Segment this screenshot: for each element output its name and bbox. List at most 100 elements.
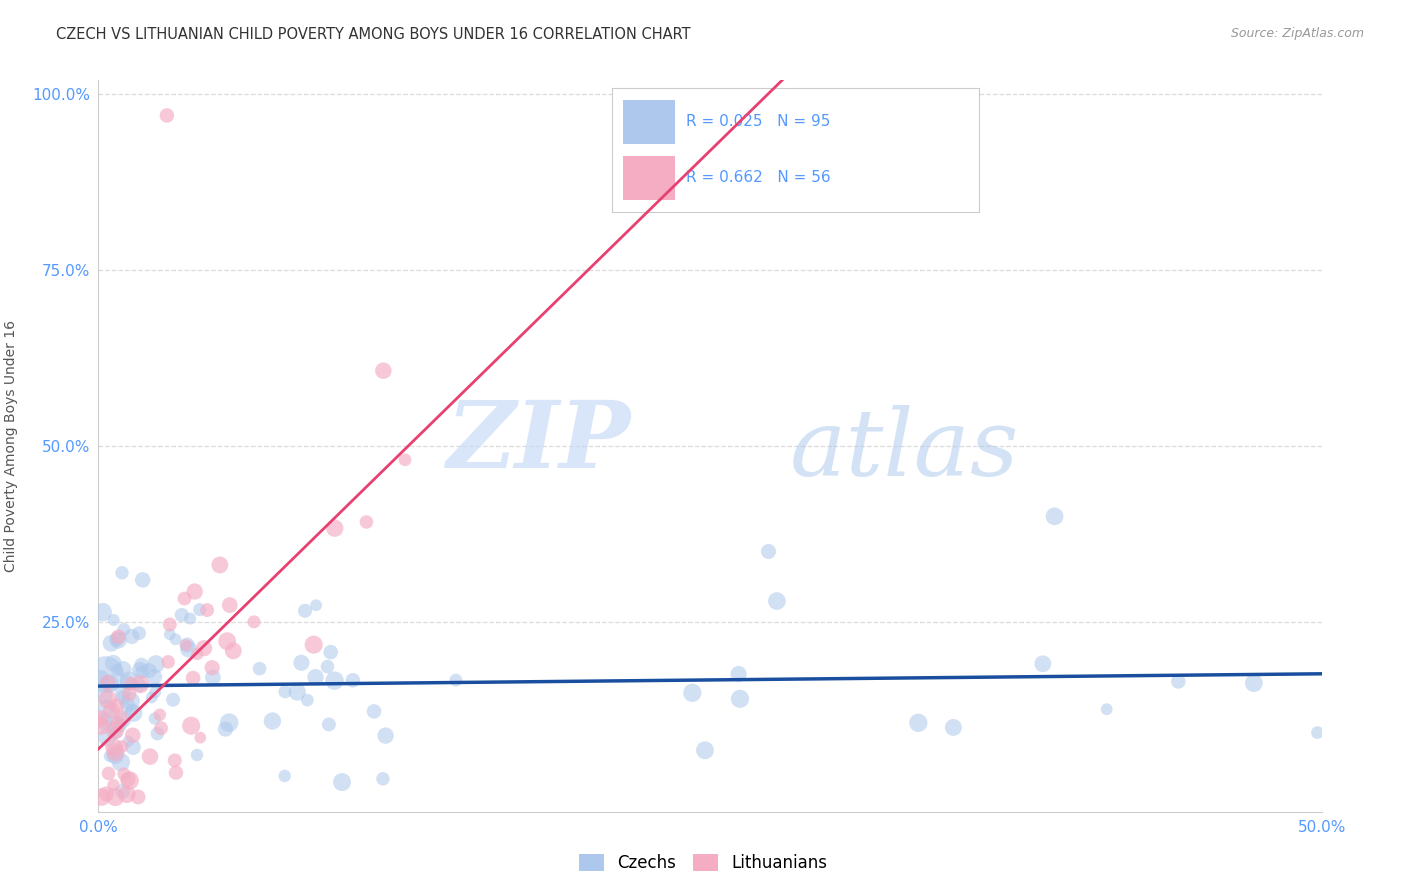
Point	[1032, 657, 1054, 671]
Point	[157, 655, 180, 669]
Y-axis label: Child Poverty Among Boys Under 16: Child Poverty Among Boys Under 16	[4, 320, 18, 572]
Point	[285, 685, 308, 699]
Point	[112, 623, 135, 637]
Point	[177, 642, 200, 657]
Point	[100, 636, 122, 650]
Point	[1243, 676, 1265, 690]
Point	[214, 722, 236, 736]
Point	[323, 673, 346, 688]
Point	[117, 698, 139, 712]
Point	[121, 728, 143, 742]
Point	[112, 767, 135, 781]
Point	[120, 694, 142, 708]
Point	[201, 660, 224, 674]
Point	[122, 706, 145, 720]
Point	[371, 772, 394, 786]
Point	[305, 599, 328, 613]
Point	[727, 667, 749, 681]
Point	[193, 641, 215, 656]
Point	[186, 747, 208, 762]
Point	[103, 740, 125, 755]
Point	[249, 662, 271, 676]
Point	[96, 731, 118, 745]
Point	[766, 594, 789, 608]
Point	[121, 703, 143, 717]
Point	[132, 573, 155, 587]
Point	[319, 645, 342, 659]
Point	[302, 638, 325, 652]
Point	[111, 566, 134, 580]
Point	[342, 673, 364, 688]
Point	[122, 740, 145, 755]
Point	[100, 703, 122, 717]
Point	[907, 715, 929, 730]
Point	[218, 715, 240, 730]
Point	[693, 743, 716, 757]
Point	[318, 717, 340, 731]
Point	[728, 691, 751, 706]
Point	[127, 789, 149, 804]
Point	[96, 787, 118, 801]
Point	[111, 739, 134, 754]
Text: ZIP: ZIP	[446, 397, 630, 487]
Point	[149, 707, 172, 722]
Point	[294, 604, 316, 618]
Point	[942, 721, 965, 735]
Point	[103, 778, 125, 792]
Point	[94, 667, 117, 681]
Point	[112, 713, 135, 727]
Point	[181, 671, 204, 685]
Point	[1167, 674, 1189, 689]
Point	[129, 663, 152, 677]
Point	[111, 690, 134, 705]
Point	[290, 656, 312, 670]
Point	[143, 670, 166, 684]
Point	[110, 755, 132, 769]
Point	[150, 721, 173, 735]
Point	[274, 684, 297, 698]
Point	[104, 723, 127, 738]
Point	[90, 714, 112, 729]
Point	[104, 789, 127, 804]
Point	[163, 754, 186, 768]
Point	[120, 676, 142, 690]
Point	[103, 656, 125, 670]
Point	[273, 769, 295, 783]
Point	[111, 784, 134, 798]
Point	[104, 717, 127, 731]
Point	[243, 615, 266, 629]
Point	[681, 686, 703, 700]
Point	[118, 687, 141, 701]
Point	[118, 673, 141, 688]
Point	[179, 611, 201, 625]
Point	[118, 773, 141, 788]
Point	[165, 632, 187, 647]
Point	[758, 544, 780, 558]
Point	[159, 627, 181, 641]
Point	[103, 613, 125, 627]
Point	[115, 787, 138, 801]
Point	[90, 670, 112, 684]
Point	[145, 657, 167, 671]
Point	[363, 705, 385, 719]
Point	[110, 710, 132, 724]
Point	[195, 603, 218, 617]
Point	[373, 364, 395, 378]
Point	[107, 717, 129, 731]
Point	[1043, 509, 1066, 524]
Point	[170, 607, 193, 622]
Point	[117, 734, 139, 748]
Point	[111, 685, 134, 699]
Point	[356, 515, 378, 529]
Point	[143, 685, 166, 699]
Point	[162, 692, 184, 706]
Point	[217, 634, 239, 648]
Point	[93, 689, 115, 703]
Point	[176, 638, 198, 652]
Point	[304, 670, 326, 684]
Text: Source: ZipAtlas.com: Source: ZipAtlas.com	[1230, 27, 1364, 40]
Point	[129, 678, 152, 692]
Point	[107, 632, 129, 647]
Point	[97, 675, 120, 690]
Point	[159, 617, 181, 632]
